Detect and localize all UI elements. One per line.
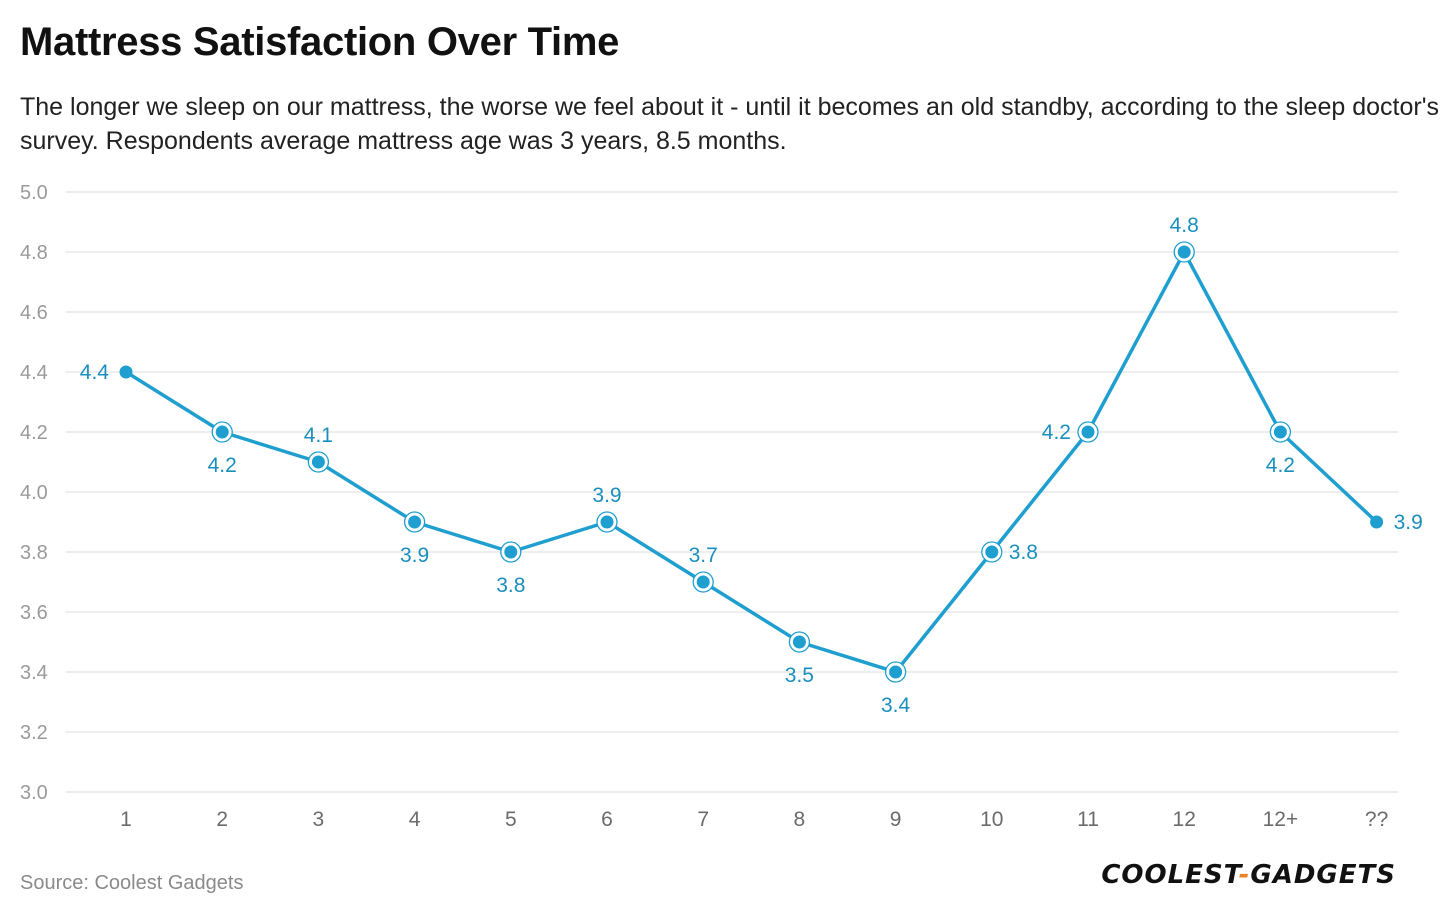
y-tick-label: 3.8 (20, 542, 48, 564)
y-tick-label: 4.0 (20, 482, 48, 504)
series-line (124, 250, 1379, 674)
logo-right: GADGETS (1250, 860, 1396, 890)
data-point (792, 635, 806, 649)
x-tick-label: ?? (1365, 808, 1388, 831)
x-tick-label: 11 (1077, 808, 1099, 831)
data-point (696, 575, 710, 589)
x-tick-label: 9 (890, 808, 902, 831)
data-label: 3.9 (1394, 511, 1423, 534)
x-tick-label: 8 (794, 808, 806, 831)
data-label: 4.2 (1042, 421, 1071, 444)
y-tick-label: 5.0 (20, 182, 48, 204)
y-tick-label: 4.2 (20, 422, 48, 444)
data-label: 3.8 (496, 574, 525, 597)
data-point (408, 515, 422, 529)
x-tick-label: 12+ (1263, 808, 1299, 831)
x-tick-label: 7 (697, 808, 709, 831)
data-labels: 4.4 4.2 4.1 3.9 3.8 3.9 3.7 3.5 3.4 3.8 4.2 4.8 4.2 3… (80, 214, 1423, 717)
data-point (600, 515, 614, 529)
data-label: 4.2 (208, 454, 237, 477)
data-points (119, 241, 1384, 683)
data-label: 4.1 (304, 424, 333, 447)
gridlines (66, 191, 1398, 793)
data-label: 3.5 (785, 664, 814, 687)
x-tick-label: 6 (601, 808, 613, 831)
data-point (215, 425, 229, 439)
data-point (311, 455, 325, 469)
y-tick-label: 3.6 (20, 602, 48, 624)
brand-logo: COOLEST-GADGETS (1101, 860, 1396, 890)
logo-left: COOLEST (1101, 860, 1239, 890)
data-point (1081, 425, 1095, 439)
y-tick-label: 3.4 (20, 662, 48, 684)
data-label: 3.8 (1009, 541, 1038, 564)
y-tick-label: 3.2 (20, 722, 48, 744)
x-tick-label: 10 (980, 808, 1003, 831)
data-point (1177, 245, 1191, 259)
x-tick-label: 1 (120, 808, 132, 831)
data-point (504, 545, 518, 559)
data-label: 4.8 (1170, 214, 1199, 237)
x-axis-ticks: 1 2 3 4 5 6 7 8 9 10 11 12 12+?? (120, 808, 1388, 831)
data-point (1370, 515, 1384, 529)
data-point (1273, 425, 1287, 439)
y-tick-label: 3.0 (20, 782, 48, 804)
data-label: 4.2 (1266, 454, 1295, 477)
chart-subtitle: The longer we sleep on our mattress, the… (20, 93, 1439, 155)
y-tick-label: 4.6 (20, 302, 48, 324)
x-tick-label: 5 (505, 808, 517, 831)
logo-dash: - (1238, 860, 1251, 890)
y-tick-label: 4.4 (20, 362, 48, 384)
data-label: 3.4 (881, 694, 911, 717)
source-note: Source: Coolest Gadgets (20, 872, 244, 894)
data-point (119, 365, 133, 379)
x-tick-label: 4 (409, 808, 421, 831)
data-point (985, 545, 999, 559)
y-tick-label: 4.8 (20, 242, 48, 264)
x-tick-label: 2 (216, 808, 228, 831)
data-point (889, 665, 903, 679)
data-label: 3.9 (400, 544, 429, 567)
data-label: 3.9 (592, 484, 621, 507)
data-label: 3.7 (689, 544, 718, 567)
y-axis-ticks: 5.0 4.8 4.6 4.4 4.2 4.0 3.8 3.6 3.4 3.2 3.0 (20, 182, 48, 804)
data-label: 4.4 (80, 361, 110, 384)
x-tick-label: 12 (1173, 808, 1196, 831)
x-tick-label: 3 (313, 808, 325, 831)
chart-title: Mattress Satisfaction Over Time (20, 20, 620, 64)
